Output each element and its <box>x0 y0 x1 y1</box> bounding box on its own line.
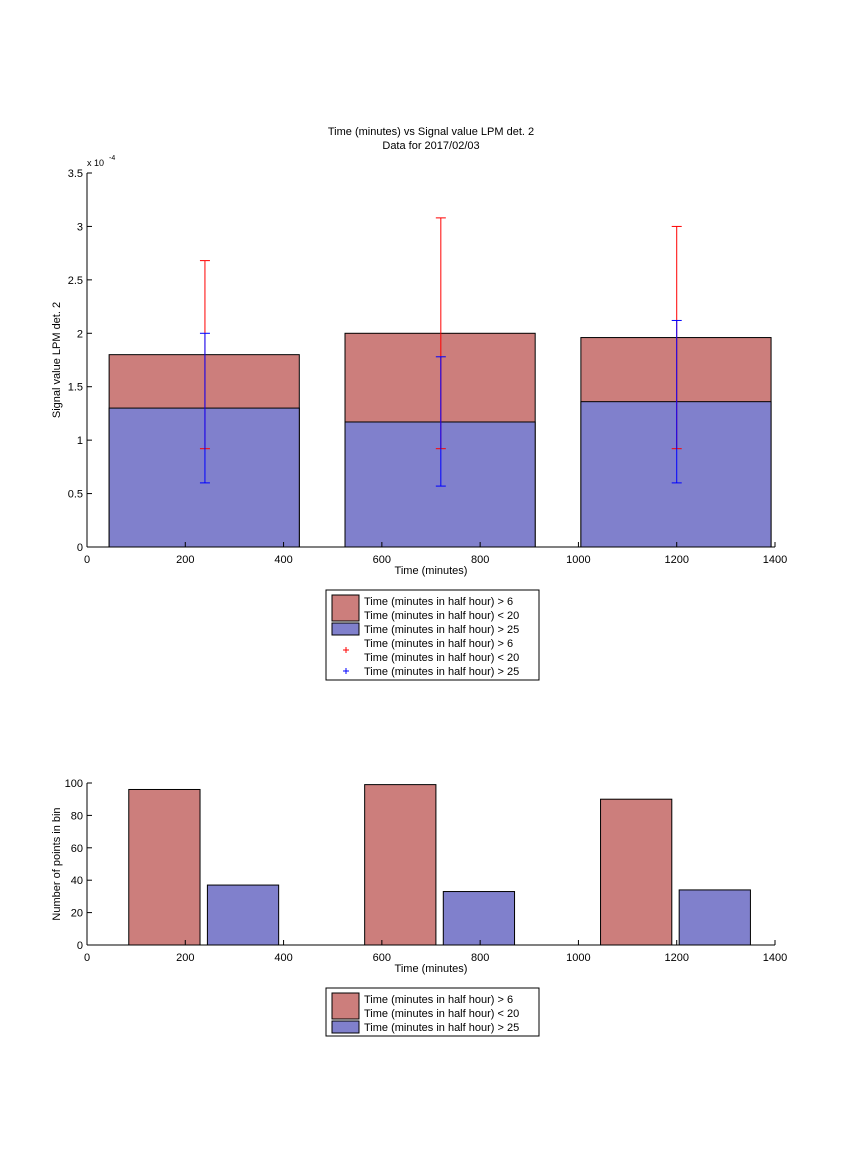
count-bar-long <box>442 891 516 946</box>
y-tick-label: 1 <box>77 435 83 447</box>
x-tick-label: 1400 <box>763 952 787 964</box>
y-axis-label: Number of points in bin <box>51 807 63 920</box>
y-tick-label: 2 <box>77 328 83 340</box>
x-tick-label: 800 <box>471 952 489 964</box>
y-tick-label: 100 <box>65 778 83 790</box>
legend-label: Time (minutes in half hour) > 25 <box>364 624 519 636</box>
legend-box <box>325 987 540 1037</box>
legend-label: Time (minutes in half hour) > 6 <box>364 596 513 608</box>
y-tick-label: 0 <box>77 542 83 554</box>
x-tick-label: 800 <box>471 554 489 566</box>
legend-box <box>325 589 540 681</box>
y-axis-label: Signal value LPM det. 2 <box>51 302 63 418</box>
y-tick-label: 20 <box>71 908 83 920</box>
x-tick-label: 1200 <box>664 952 688 964</box>
legend-patch <box>331 622 360 636</box>
chart-subtitle: Data for 2017/02/03 <box>382 140 479 152</box>
count-bar-short <box>600 798 673 946</box>
legend-patch <box>331 992 360 1020</box>
legend-label: Time (minutes in half hour) < 20 <box>364 1008 519 1020</box>
legend-patch <box>331 1020 360 1034</box>
x-tick-label: 400 <box>274 952 292 964</box>
count-bar-long <box>206 884 280 946</box>
x-tick-label: 1200 <box>664 554 688 566</box>
count-bar-short <box>364 784 437 946</box>
x-axis-label: Time (minutes) <box>395 963 468 975</box>
legend-label: Time (minutes in half hour) > 6 <box>364 638 513 650</box>
legend-label: Time (minutes in half hour) < 20 <box>364 652 519 664</box>
x-tick-label: 1400 <box>763 554 787 566</box>
x-tick-label: 200 <box>176 554 194 566</box>
x-tick-label: 600 <box>373 952 391 964</box>
legend-patch <box>331 594 360 622</box>
bar-long-window <box>108 407 300 548</box>
count-bar-long <box>678 889 751 946</box>
x-tick-label: 1000 <box>566 554 590 566</box>
y-tick-label: 2.5 <box>68 275 83 287</box>
chart-title: Time (minutes) vs Signal value LPM det. … <box>328 126 534 138</box>
y-tick-label: 3.5 <box>68 168 83 180</box>
legend-label: Time (minutes in half hour) > 25 <box>364 1022 519 1034</box>
y-exponent-label: x 10 <box>87 158 104 168</box>
y-exponent-power: -4 <box>109 155 115 162</box>
legend-label: Time (minutes in half hour) > 25 <box>364 666 519 678</box>
y-tick-label: 40 <box>71 875 83 887</box>
y-tick-label: 0 <box>77 940 83 952</box>
legend-label: Time (minutes in half hour) < 20 <box>364 610 519 622</box>
count-bar-short <box>128 788 201 946</box>
x-axis-label: Time (minutes) <box>395 565 468 577</box>
legend-label: Time (minutes in half hour) > 6 <box>364 994 513 1006</box>
x-tick-label: 0 <box>84 952 90 964</box>
x-tick-label: 600 <box>373 554 391 566</box>
y-tick-label: 80 <box>71 810 83 822</box>
y-tick-label: 1.5 <box>68 382 83 394</box>
y-tick-label: 0.5 <box>68 489 83 501</box>
x-tick-label: 0 <box>84 554 90 566</box>
y-tick-label: 3 <box>77 221 83 233</box>
x-tick-label: 1000 <box>566 952 590 964</box>
x-tick-label: 200 <box>176 952 194 964</box>
bar-long-window <box>344 421 536 548</box>
x-tick-label: 400 <box>274 554 292 566</box>
y-tick-label: 60 <box>71 843 83 855</box>
bar-long-window <box>580 401 772 548</box>
